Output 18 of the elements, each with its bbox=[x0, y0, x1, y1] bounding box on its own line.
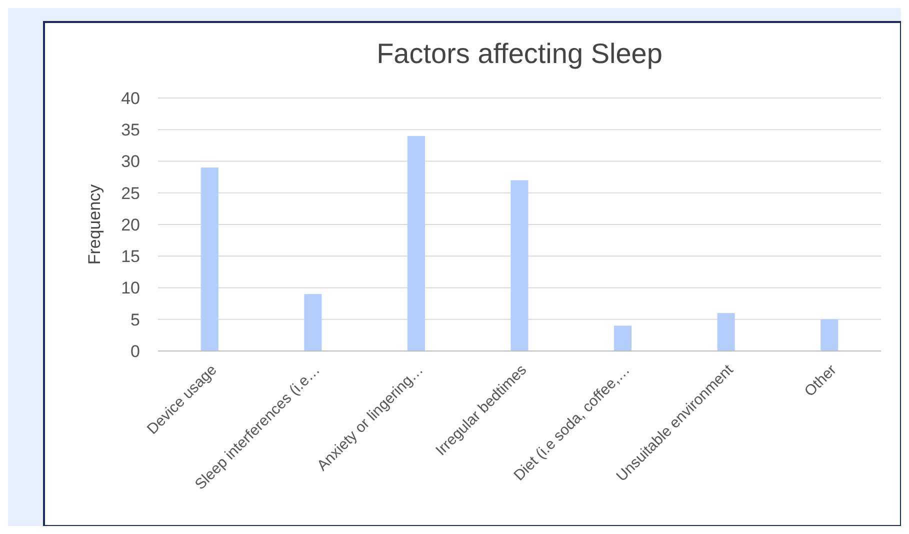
y-tick-label: 0 bbox=[130, 342, 140, 361]
y-tick-label: 15 bbox=[121, 247, 140, 266]
bar bbox=[304, 294, 322, 351]
y-tick-label: 20 bbox=[121, 215, 140, 234]
y-tick-label: 10 bbox=[121, 278, 140, 298]
y-tick-label: 40 bbox=[121, 88, 140, 108]
y-tick-label: 35 bbox=[121, 120, 140, 140]
y-tick-label: 25 bbox=[121, 184, 140, 203]
y-tick-label: 30 bbox=[121, 152, 140, 172]
bar bbox=[717, 313, 735, 351]
bar bbox=[820, 319, 838, 351]
bar bbox=[200, 168, 218, 351]
y-axis-title: Frequency bbox=[85, 184, 104, 265]
bar bbox=[407, 136, 425, 351]
bar bbox=[510, 180, 528, 351]
bar bbox=[614, 326, 632, 351]
y-tick-label: 5 bbox=[130, 310, 140, 330]
chart-title: Factors affecting Sleep bbox=[376, 38, 662, 69]
